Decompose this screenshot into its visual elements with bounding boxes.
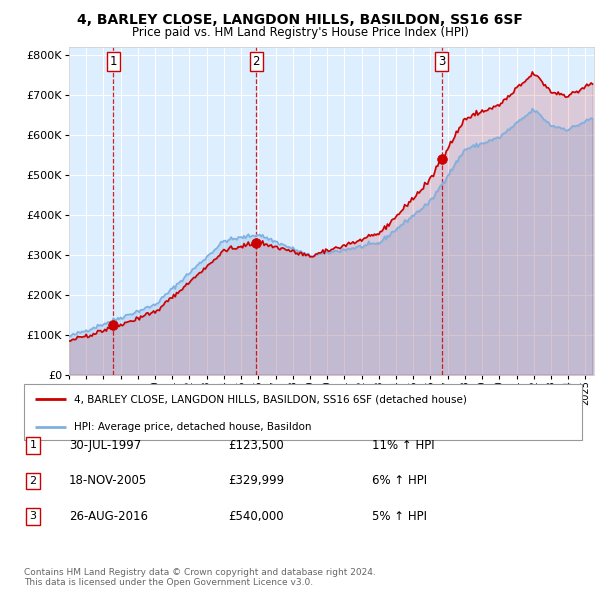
Text: 3: 3 xyxy=(29,512,37,521)
Text: 4, BARLEY CLOSE, LANGDON HILLS, BASILDON, SS16 6SF (detached house): 4, BARLEY CLOSE, LANGDON HILLS, BASILDON… xyxy=(74,394,467,404)
Text: 18-NOV-2005: 18-NOV-2005 xyxy=(69,474,147,487)
Text: £540,000: £540,000 xyxy=(228,510,284,523)
Text: 6% ↑ HPI: 6% ↑ HPI xyxy=(372,474,427,487)
Text: £123,500: £123,500 xyxy=(228,439,284,452)
Text: 2: 2 xyxy=(29,476,37,486)
Text: 1: 1 xyxy=(110,55,117,68)
Text: 1: 1 xyxy=(29,441,37,450)
Text: Price paid vs. HM Land Registry's House Price Index (HPI): Price paid vs. HM Land Registry's House … xyxy=(131,26,469,39)
Text: HPI: Average price, detached house, Basildon: HPI: Average price, detached house, Basi… xyxy=(74,422,312,432)
Text: 11% ↑ HPI: 11% ↑ HPI xyxy=(372,439,434,452)
Text: 5% ↑ HPI: 5% ↑ HPI xyxy=(372,510,427,523)
Text: £329,999: £329,999 xyxy=(228,474,284,487)
Text: 26-AUG-2016: 26-AUG-2016 xyxy=(69,510,148,523)
Text: 4, BARLEY CLOSE, LANGDON HILLS, BASILDON, SS16 6SF: 4, BARLEY CLOSE, LANGDON HILLS, BASILDON… xyxy=(77,13,523,27)
Text: 3: 3 xyxy=(438,55,445,68)
Text: Contains HM Land Registry data © Crown copyright and database right 2024.
This d: Contains HM Land Registry data © Crown c… xyxy=(24,568,376,587)
Text: 2: 2 xyxy=(253,55,260,68)
Text: 30-JUL-1997: 30-JUL-1997 xyxy=(69,439,141,452)
FancyBboxPatch shape xyxy=(24,384,582,440)
